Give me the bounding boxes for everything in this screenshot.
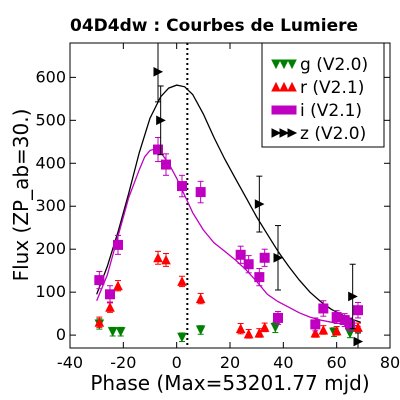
legend-marker-z-1 bbox=[279, 128, 290, 138]
data-point-g-4 bbox=[195, 325, 206, 336]
fit-curve-1 bbox=[96, 148, 361, 328]
data-point-z-4 bbox=[348, 291, 358, 302]
y-tick-label: 500 bbox=[35, 110, 66, 129]
data-point-r-14 bbox=[353, 322, 363, 332]
x-tick-label: 0 bbox=[172, 353, 182, 372]
legend-marker-z-0 bbox=[271, 128, 282, 138]
y-tick-label: 600 bbox=[35, 67, 66, 86]
legend-marker-g-1 bbox=[279, 59, 289, 70]
data-point-r-10 bbox=[259, 322, 270, 332]
data-point-g-5 bbox=[270, 322, 281, 333]
data-point-r-6 bbox=[195, 293, 206, 304]
y-tick-label: 0 bbox=[56, 325, 66, 344]
legend: g (V2.0) r (V2.1) i (V2.1) z (V2.0) bbox=[261, 42, 385, 148]
plot-content bbox=[94, 43, 364, 348]
data-point-z-3 bbox=[273, 252, 284, 263]
data-point-i-1 bbox=[105, 289, 115, 300]
legend-marker-g-2 bbox=[287, 59, 297, 70]
data-point-r-11 bbox=[310, 327, 321, 338]
data-point-r-7 bbox=[235, 323, 246, 334]
chart-title: 04D4dw : Courbes de Lumiere bbox=[70, 16, 358, 36]
x-tick-label: 20 bbox=[220, 353, 240, 372]
data-point-i-5 bbox=[177, 181, 187, 192]
data-point-g-3 bbox=[177, 332, 187, 343]
data-point-r-4 bbox=[161, 254, 171, 265]
x-axis-label: Phase (Max=53201.77 mjd) bbox=[90, 371, 369, 395]
data-point-r-8 bbox=[243, 328, 254, 339]
data-point-z-5 bbox=[353, 336, 364, 347]
plot-area bbox=[94, 43, 364, 348]
legend-marker-r-1 bbox=[279, 81, 289, 92]
data-point-i-4 bbox=[161, 159, 171, 170]
data-point-r-0 bbox=[94, 317, 105, 327]
legend-label-r: r (V2.1) bbox=[300, 78, 364, 98]
x-tick-label: -40 bbox=[57, 353, 83, 372]
legend-marker-i-1 bbox=[279, 105, 289, 115]
x-tick-label: -20 bbox=[110, 353, 136, 372]
data-point-i-12 bbox=[310, 319, 321, 330]
data-point-r-5 bbox=[177, 276, 187, 286]
x-tick-label: 80 bbox=[380, 353, 400, 372]
data-point-z-1 bbox=[156, 115, 166, 126]
y-tick-label: 200 bbox=[35, 239, 66, 258]
fit-curve-0 bbox=[96, 84, 361, 323]
data-point-i-9 bbox=[254, 272, 265, 283]
data-point-g-1 bbox=[107, 327, 118, 337]
data-point-g-2 bbox=[115, 327, 126, 337]
data-point-r-9 bbox=[254, 327, 265, 338]
data-point-i-3 bbox=[153, 144, 163, 155]
legend-marker-z-2 bbox=[287, 128, 298, 138]
data-point-i-11 bbox=[273, 312, 283, 323]
data-point-i-13 bbox=[318, 303, 329, 314]
legend-marker-r-2 bbox=[287, 81, 297, 92]
data-point-r-12 bbox=[318, 324, 329, 335]
data-point-i-6 bbox=[195, 187, 206, 198]
series-z bbox=[153, 43, 364, 348]
y-axis-label: Flux (ZP_ab=30.) bbox=[9, 109, 33, 282]
data-point-i-0 bbox=[94, 275, 105, 286]
legend-marker-g-0 bbox=[271, 59, 281, 70]
x-tick-label: 60 bbox=[326, 353, 346, 372]
y-tick-label: 400 bbox=[35, 153, 66, 172]
data-point-i-17 bbox=[353, 305, 363, 316]
legend-marker-i-2 bbox=[287, 105, 297, 115]
legend-label-g: g (V2.0) bbox=[300, 55, 368, 75]
data-point-z-0 bbox=[153, 66, 164, 77]
data-point-i-2 bbox=[113, 239, 123, 250]
axis-ticks: -40 -20 0 20 40 60 80 0 100 200 300 400 500 600 bbox=[35, 43, 400, 372]
data-point-r-2 bbox=[113, 280, 123, 291]
data-point-i-7 bbox=[235, 249, 246, 260]
legend-marker-i-0 bbox=[271, 105, 281, 115]
data-point-i-10 bbox=[259, 252, 270, 263]
data-point-i-8 bbox=[243, 259, 254, 270]
data-point-z-2 bbox=[254, 199, 265, 209]
data-point-r-3 bbox=[153, 252, 163, 263]
data-point-r-13 bbox=[331, 325, 342, 336]
legend-markers bbox=[271, 59, 298, 138]
x-tick-label: 40 bbox=[273, 353, 293, 372]
legend-marker-r-0 bbox=[271, 81, 281, 92]
series-r bbox=[94, 250, 363, 339]
data-point-r-1 bbox=[105, 302, 115, 312]
y-tick-label: 300 bbox=[35, 196, 66, 215]
series-i bbox=[94, 137, 363, 332]
legend-label-z: z (V2.0) bbox=[300, 124, 366, 144]
legend-label-i: i (V2.1) bbox=[300, 101, 362, 121]
y-tick-label: 100 bbox=[35, 282, 66, 301]
